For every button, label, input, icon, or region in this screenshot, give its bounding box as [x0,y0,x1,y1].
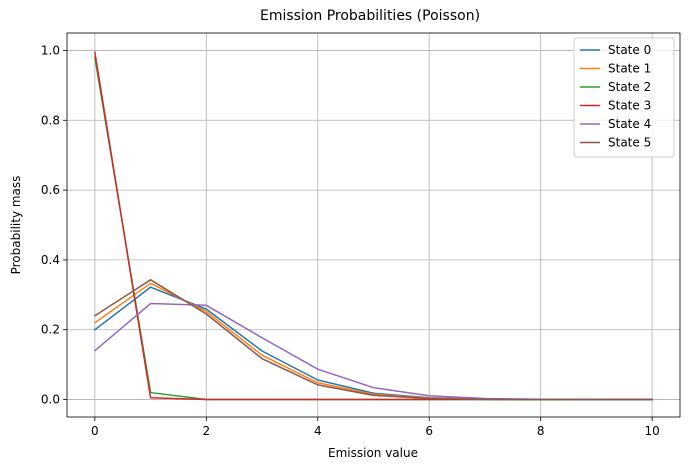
series-lines [93,51,653,401]
legend-label-state-4: State 4 [608,117,651,131]
x-tick-label: 2 [202,424,210,438]
y-axis-ticks: 0.0 0.2 0.4 0.6 0.8 1.0 [41,43,67,407]
y-tick-label: 0.2 [41,323,60,337]
legend: State 0 State 1 State 2 State 3 State 4 State… [573,37,675,158]
chart-title: Emission Probabilities (Poisson) [260,8,480,24]
x-axis-label: Emission value [328,446,418,460]
x-tick-label: 0 [91,424,99,438]
series-line-state-2 [93,56,653,401]
legend-label-state-1: State 1 [608,62,651,76]
legend-label-state-0: State 0 [608,43,651,57]
y-axis-label: Probability mass [9,176,23,275]
series-line-state-1 [93,282,653,401]
y-tick-label: 0.8 [41,113,60,127]
x-tick-label: 4 [314,424,322,438]
x-tick-label: 8 [537,424,545,438]
legend-label-state-5: State 5 [608,136,651,150]
axes-frame [66,32,681,418]
y-tick-label: 0.4 [41,253,60,267]
legend-label-state-3: State 3 [608,99,651,113]
y-tick-label: 1.0 [41,43,60,57]
x-axis-ticks: 0 2 4 6 8 10 [91,417,660,438]
legend-label-state-2: State 2 [608,80,651,94]
x-tick-label: 10 [644,424,659,438]
series-line-state-5 [93,279,653,401]
x-tick-label: 6 [425,424,433,438]
series-line-state-4 [93,302,653,401]
y-tick-label: 0.6 [41,183,60,197]
y-tick-label: 0.0 [41,393,60,407]
series-line-state-3 [94,51,653,401]
